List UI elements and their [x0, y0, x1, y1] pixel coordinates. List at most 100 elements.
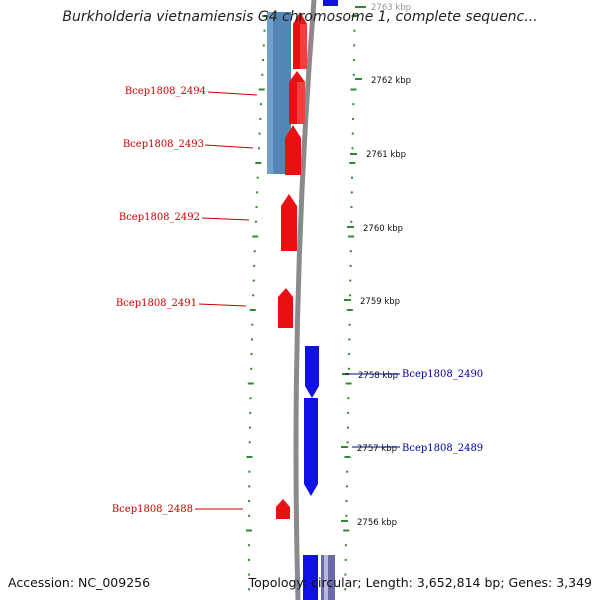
tick-mark [344, 544, 347, 547]
kbp-label: 2761 kbp [366, 150, 406, 160]
map-title: Burkholderia vietnamiensis G4 chromosome… [62, 9, 538, 25]
tick-mark [349, 279, 352, 282]
tick-mark [351, 132, 354, 135]
gene-bottom-block [303, 555, 318, 600]
tick-mark [258, 88, 265, 91]
kbp-label: 2759 kbp [360, 297, 400, 307]
kbp-label: 2757 kbp [357, 444, 397, 454]
tick-mark [351, 147, 354, 150]
tick-mark [252, 279, 255, 282]
tick-mark [345, 514, 348, 517]
tick-mark [260, 103, 262, 106]
gene-Bcep1808_2491 [278, 288, 293, 328]
gene-Bcep1808_2492 [281, 194, 297, 251]
tick-mark [256, 176, 259, 179]
tick-mark [350, 191, 353, 194]
tick-mark [352, 103, 355, 106]
tick-mark [258, 147, 260, 150]
tick-mark [248, 500, 251, 503]
tick-mark [349, 264, 352, 267]
tick-mark [249, 309, 256, 311]
tick-mark [254, 220, 257, 223]
label-leader [198, 303, 247, 307]
tick-mark [348, 338, 351, 341]
tick-mark [343, 529, 350, 532]
tick-mark [248, 588, 251, 591]
tick-mark [346, 309, 353, 311]
reverse-strand-track [276, 12, 307, 519]
chromosome-backbone [293, 0, 317, 600]
tick-mark [258, 132, 261, 135]
tick-mark [350, 220, 353, 223]
tick-mark [344, 573, 347, 576]
gene-bottom-highlight [324, 555, 328, 600]
tick-mark [353, 59, 355, 62]
tick-mark [259, 117, 262, 120]
tick-mark [353, 29, 356, 32]
tick-mark [248, 470, 251, 473]
tick-mark [250, 353, 253, 356]
inner-tick-ring [246, 15, 269, 591]
gene-label-Bcep1808_2492: Bcep1808_2492 [119, 212, 200, 223]
gene-Bcep1808_2490 [305, 346, 319, 398]
topology-summary: Topology: circular; Length: 3,652,814 bp… [248, 575, 592, 590]
outer-tick-ring [343, 15, 358, 591]
tick-mark [352, 117, 354, 120]
tick-mark [252, 294, 255, 297]
tick-mark [256, 191, 259, 194]
tick-mark [352, 73, 355, 76]
gene-label-Bcep1808_2490: Bcep1808_2490 [402, 369, 483, 380]
tick-mark [248, 485, 251, 488]
tick-mark [255, 206, 258, 209]
gene-Bcep1808_2493 [285, 125, 301, 175]
tick-mark [263, 29, 266, 32]
tick-mark [349, 162, 356, 164]
tick-mark [346, 470, 349, 473]
kbp-label: 2760 kbp [363, 224, 403, 234]
gene-label-Bcep1808_2494: Bcep1808_2494 [125, 86, 206, 97]
tick-mark [344, 456, 351, 458]
tick-mark [262, 44, 265, 47]
tick-mark [248, 558, 250, 561]
tick-mark [351, 176, 353, 179]
tick-mark [251, 323, 254, 326]
tick-mark [262, 59, 265, 62]
gene-labels: Bcep1808_2494 Bcep1808_2493 Bcep1808_249… [112, 86, 483, 515]
gene-label-Bcep1808_2491: Bcep1808_2491 [116, 298, 197, 309]
tick-mark [255, 162, 262, 164]
tick-mark [348, 323, 351, 326]
tick-mark [347, 397, 350, 400]
tick-mark [249, 397, 252, 400]
tick-mark [249, 426, 251, 429]
tick-mark [345, 500, 348, 503]
label-leader [204, 144, 254, 149]
tick-mark [351, 15, 358, 17]
tick-mark [347, 411, 350, 414]
tick-mark [250, 338, 253, 341]
gene-label-Bcep1808_2488: Bcep1808_2488 [112, 504, 193, 515]
tick-mark [252, 235, 259, 238]
accession-text: Accession: NC_009256 [8, 575, 151, 590]
tick-mark [350, 206, 353, 209]
tick-mark [253, 264, 256, 267]
tick-mark [348, 235, 355, 238]
gene-label-Bcep1808_2493: Bcep1808_2493 [123, 139, 204, 150]
tick-mark [261, 73, 264, 76]
tick-mark [262, 15, 269, 17]
label-leader [201, 217, 250, 221]
gene-Bcep1808_2489 [304, 398, 318, 496]
kbp-label: 2758 kbp [358, 371, 398, 381]
tick-mark [345, 485, 348, 488]
tick-mark [344, 558, 347, 561]
label-leader [207, 91, 258, 96]
cds-overlay-highlight [267, 12, 273, 174]
forward-strand-track [303, 0, 338, 600]
tick-mark [248, 514, 251, 517]
tick-mark [246, 529, 252, 532]
tick-mark [246, 456, 253, 458]
tick-mark [349, 250, 352, 253]
tick-mark [247, 382, 254, 385]
kbp-label: 2763 kbp [371, 3, 411, 13]
tick-mark [344, 588, 347, 591]
